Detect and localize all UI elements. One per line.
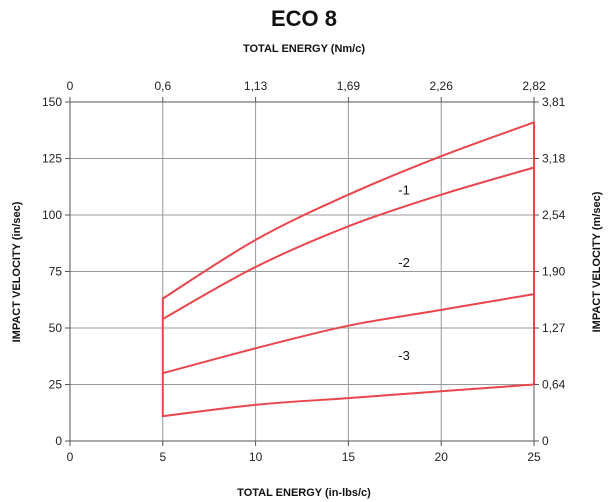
y-left-axis-title: IMPACT VELOCITY (in/sec) bbox=[11, 201, 23, 342]
y-right-axis-title: IMPACT VELOCITY (m/sec) bbox=[591, 191, 603, 332]
series-line-2 bbox=[161, 166, 535, 320]
x-bottom-tick-label: 0 bbox=[67, 450, 74, 464]
curve-label-2: -2 bbox=[398, 255, 410, 270]
y-left-tick-label: 150 bbox=[42, 95, 62, 109]
x-bottom-tick-label: 15 bbox=[342, 450, 356, 464]
y-right-tick-label: 0 bbox=[542, 434, 549, 448]
x-top-tick-label: 1,13 bbox=[244, 79, 268, 93]
y-right-tick-label: 0,64 bbox=[542, 378, 566, 392]
x-top-tick-label: 1,69 bbox=[337, 79, 361, 93]
y-left-tick-label: 75 bbox=[49, 265, 63, 279]
x-top-axis-title: TOTAL ENERGY (Nm/c) bbox=[243, 43, 365, 55]
x-top-tick-label: 2,26 bbox=[430, 79, 454, 93]
y-right-tick-label: 3,81 bbox=[542, 95, 566, 109]
x-top-tick-label: 0,6 bbox=[154, 79, 171, 93]
series-line-3 bbox=[161, 293, 535, 375]
series-line-4 bbox=[161, 383, 535, 418]
y-right-tick-label: 1,90 bbox=[542, 265, 566, 279]
x-top-tick-label: 2,82 bbox=[522, 79, 546, 93]
x-bottom-tick-label: 25 bbox=[527, 450, 541, 464]
x-bottom-tick-label: 5 bbox=[159, 450, 166, 464]
y-left-tick-label: 125 bbox=[42, 152, 62, 166]
y-left-tick-label: 25 bbox=[49, 378, 63, 392]
chart-title: ECO 8 bbox=[271, 6, 337, 31]
y-right-tick-label: 2,54 bbox=[542, 208, 566, 222]
y-left-tick-label: 0 bbox=[55, 434, 62, 448]
curve-label-3: -3 bbox=[398, 348, 410, 363]
x-top-tick-label: 0 bbox=[67, 79, 74, 93]
y-right-tick-label: 1,27 bbox=[542, 321, 566, 335]
x-bottom-tick-label: 10 bbox=[249, 450, 263, 464]
curve-label-1: -1 bbox=[398, 182, 410, 197]
series-line-1 bbox=[161, 121, 535, 300]
x-bottom-tick-label: 20 bbox=[435, 450, 449, 464]
y-left-tick-label: 50 bbox=[49, 321, 63, 335]
y-right-tick-label: 3,18 bbox=[542, 152, 566, 166]
y-left-tick-label: 100 bbox=[42, 208, 62, 222]
x-bottom-axis-title: TOTAL ENERGY (in-lbs/c) bbox=[237, 487, 371, 499]
